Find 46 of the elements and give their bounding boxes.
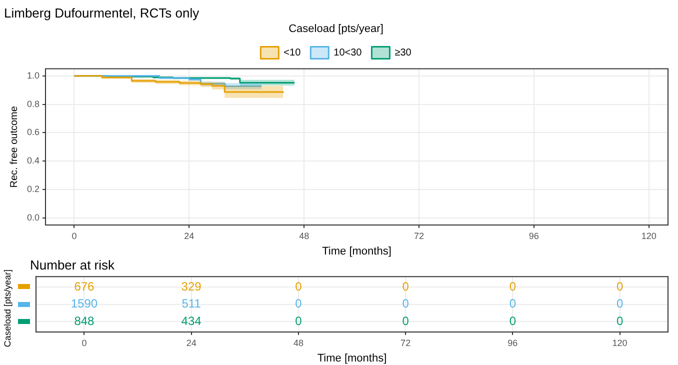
x-tick-label: 0 [72, 230, 77, 241]
y-tick-label: 0.2 [26, 184, 40, 194]
x-tick-label: 120 [641, 230, 656, 241]
x-tick-label: 24 [186, 338, 196, 348]
x-tick-label: 72 [400, 338, 411, 348]
data-label: 0 [509, 279, 516, 294]
y-tick-label: 0.4 [26, 156, 40, 166]
data-label: 0 [616, 314, 624, 328]
legend-label: <10 [284, 48, 302, 59]
y-tick-label: 0.6 [26, 127, 40, 138]
data-label: 848 [74, 314, 95, 328]
x-tick-label: 96 [528, 230, 539, 241]
y-tick-label: 0.8 [26, 98, 40, 109]
data-label: 0 [402, 314, 410, 328]
x-axis-title: Time [months] [322, 245, 392, 258]
data-label: 0 [402, 279, 410, 294]
x-axis-title: Time [months] [317, 352, 387, 364]
x-tick-label: 24 [184, 230, 194, 241]
x-tick-label: 48 [299, 230, 310, 241]
x-tick-label: 72 [414, 230, 424, 241]
data-label: 511 [182, 296, 202, 311]
data-label: 0 [295, 314, 302, 328]
data-label: 0 [616, 279, 624, 294]
x-tick-label: 96 [508, 338, 518, 348]
data-label: 0 [509, 296, 516, 311]
data-label: 676 [74, 279, 95, 294]
y-tick-label: 0.0 [26, 212, 40, 222]
legend-label: ≥30 [394, 48, 412, 59]
legend-label: 10<30 [334, 48, 362, 59]
x-tick-label: 120 [612, 338, 628, 348]
data-label: 0 [509, 314, 516, 328]
data-label: 329 [181, 279, 202, 294]
data-label: 0 [295, 296, 302, 311]
chart-title: Number at risk [30, 257, 116, 272]
y-axis-title: Rec. free outcome [8, 106, 20, 188]
legend-title: Caseload [pts/year] [288, 23, 384, 36]
y-axis-title: Caseload [pts/year] [2, 270, 12, 348]
data-label: 1590 [70, 296, 98, 311]
chart-title: Limberg Dufourmentel, RCTs only [4, 5, 200, 20]
data-label: 0 [295, 279, 302, 294]
x-tick-label: 48 [293, 338, 304, 348]
y-tick-label: 1.0 [26, 70, 40, 80]
data-label: 0 [402, 296, 410, 311]
data-label: 0 [616, 296, 624, 311]
x-tick-label: 0 [82, 338, 87, 348]
data-label: 434 [181, 314, 202, 328]
